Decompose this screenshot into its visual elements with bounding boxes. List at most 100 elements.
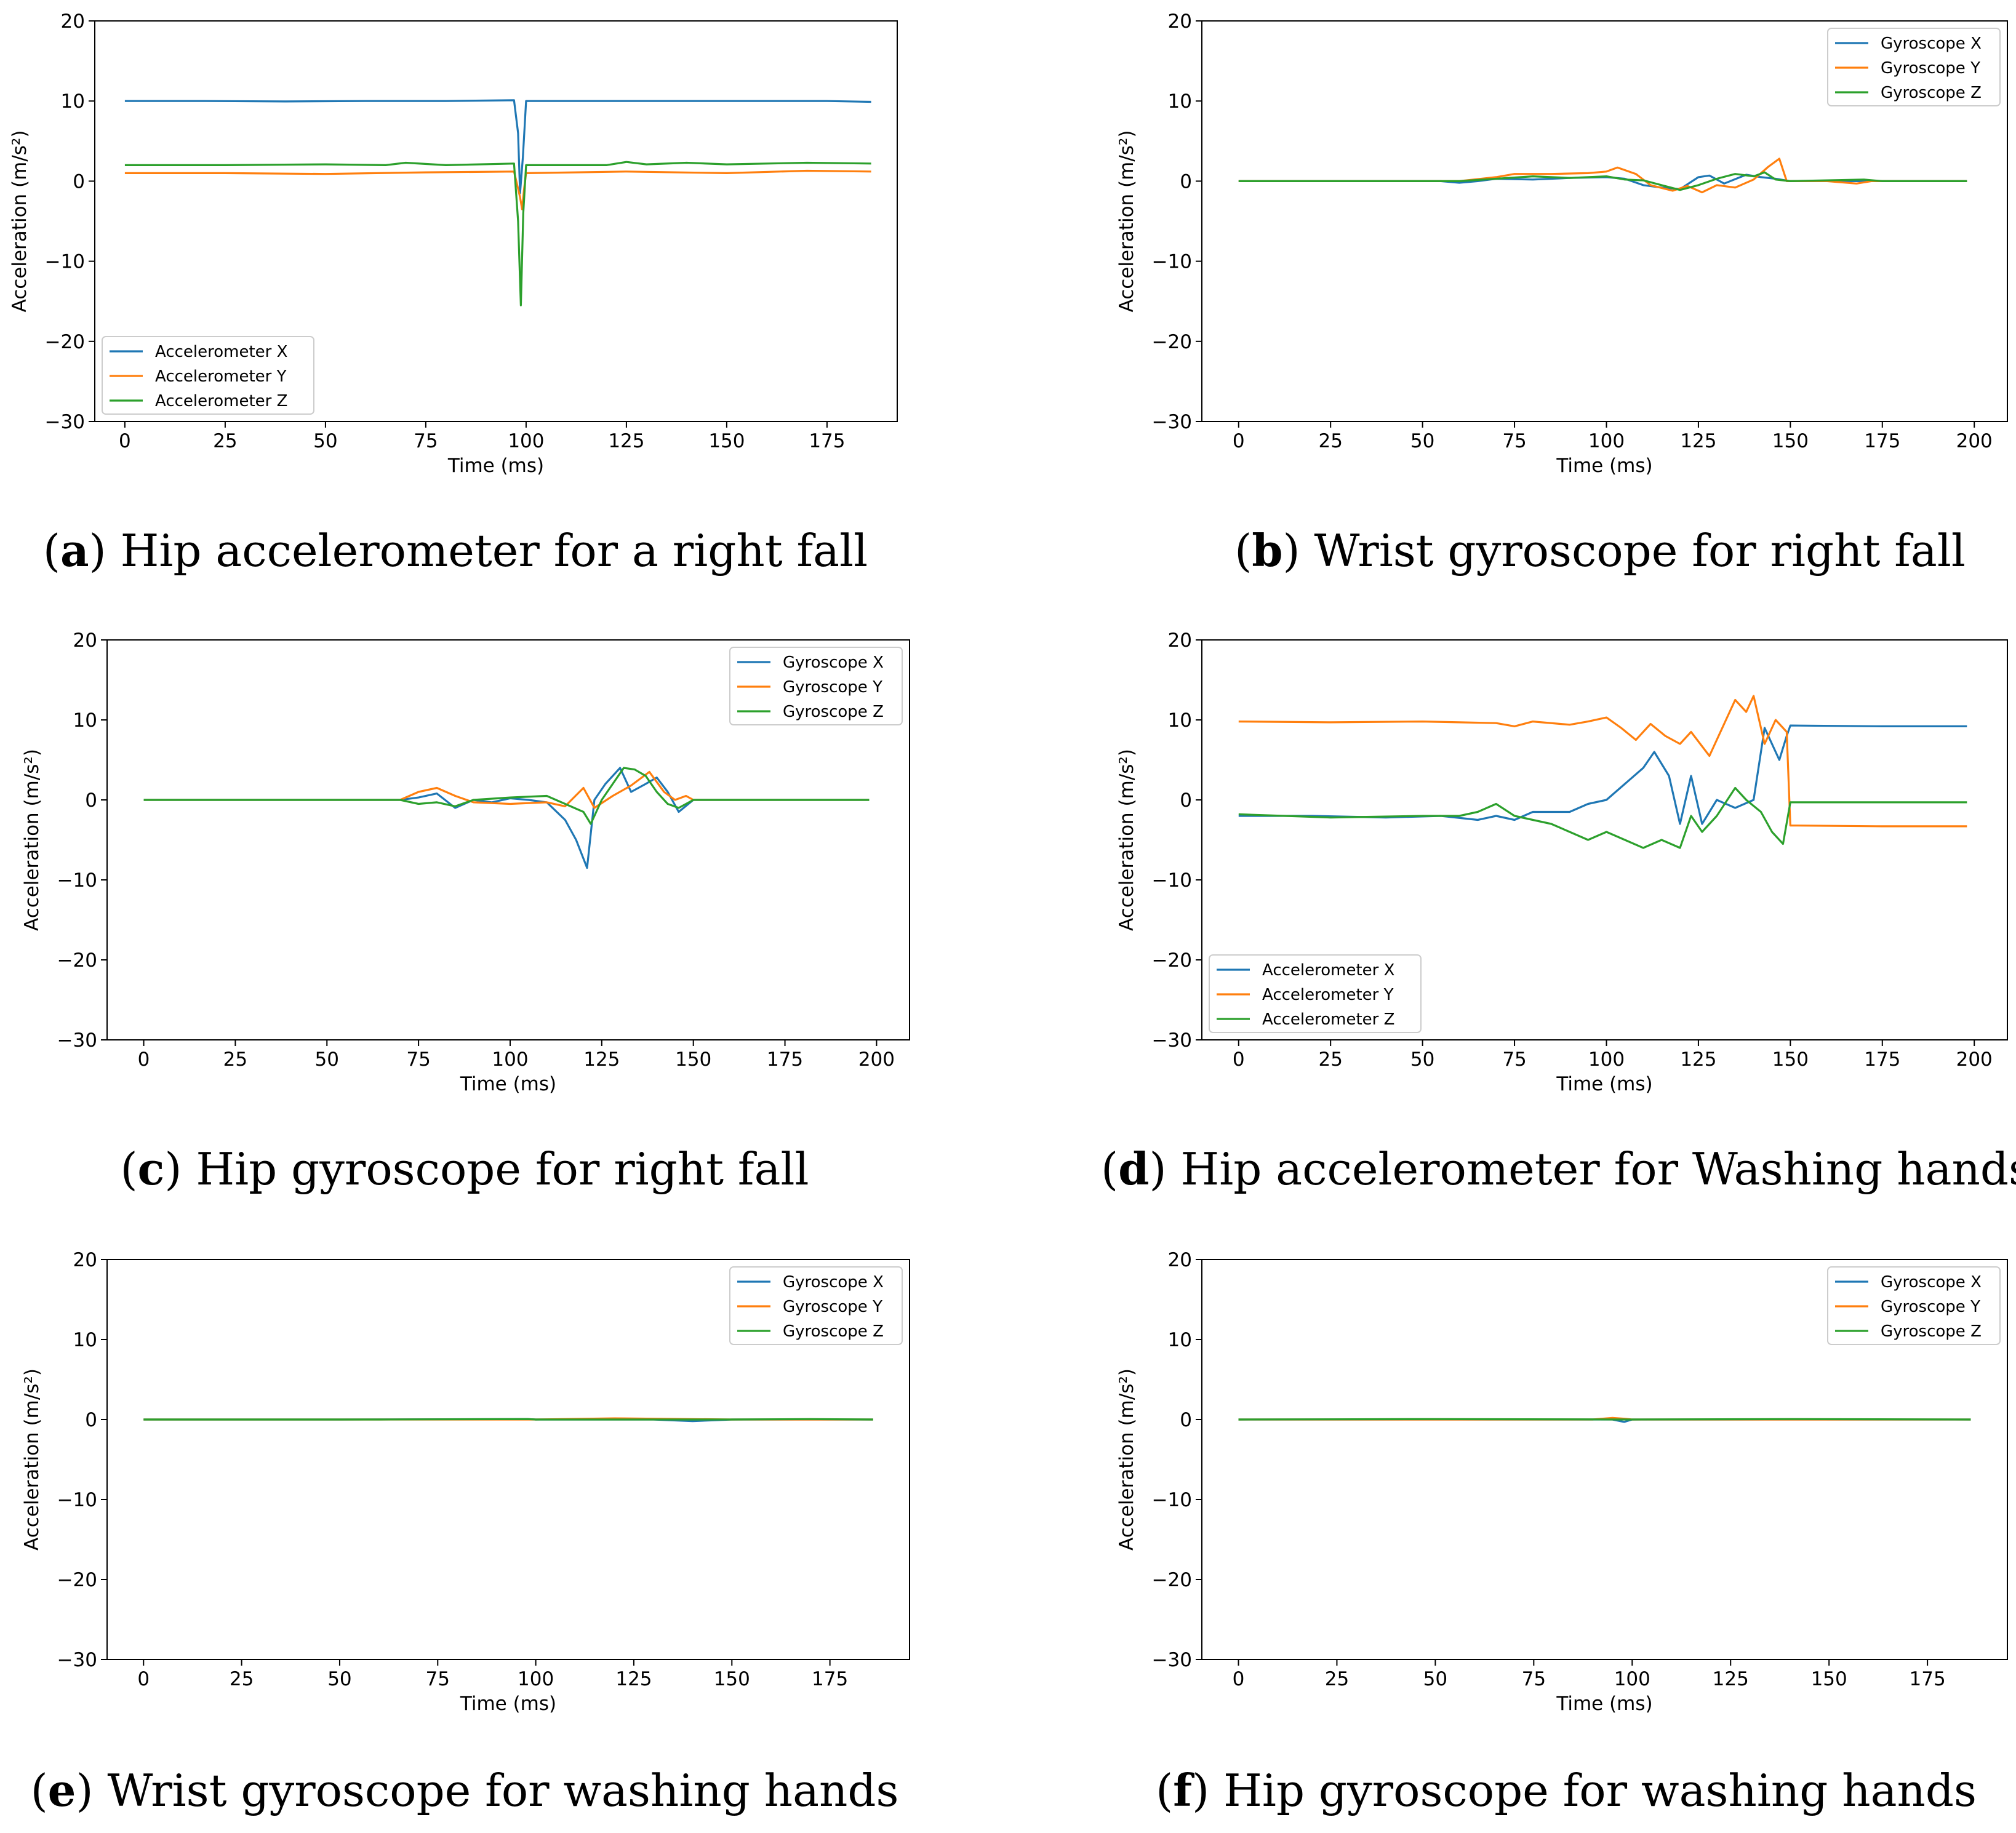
x-tick-label: 75 [414,430,438,452]
legend: Gyroscope X Gyroscope Y Gyroscope Z [1827,28,2001,106]
legend-label: Gyroscope Z [783,1322,884,1341]
series-line-gyroscope-z [143,767,870,825]
series-line-gyroscope-x [143,767,870,869]
legend-frame [1827,28,2001,106]
panel-f: 0 25 50 75 100 125 150 175 −30 −20 −10 0 10 20 Time (m… [1116,1249,2008,1816]
caption-open-paren: ( [43,525,60,577]
x-tick-label: 200 [1956,1048,1993,1071]
x-tick-label: 50 [313,430,337,452]
legend-label: Accelerometer Z [155,392,287,410]
legend-label: Accelerometer Y [155,367,287,386]
y-axis-label: Acceleration (m/s²) [9,130,31,313]
x-tick-label: 100 [1614,1668,1650,1690]
legend-label: Gyroscope Y [1881,59,1980,78]
x-tick-label: 150 [675,1048,711,1071]
x-tick-label: 25 [230,1668,254,1690]
panel-a: 0 25 50 75 100 125 150 175 −30 −20 −10 0 10 20 Time (m… [9,10,898,577]
y-tick-label: 0 [1180,170,1192,193]
x-tick-label: 125 [1680,1048,1716,1071]
legend: Gyroscope X Gyroscope Y Gyroscope Z [1827,1266,2001,1345]
y-tick-label: 10 [73,1329,97,1351]
caption-text: Hip gyroscope for right fall [196,1143,809,1195]
y-axis-label: Acceleration (m/s²) [1116,130,1138,313]
x-tick-label: 100 [1588,1048,1625,1071]
x-tick-label: 100 [518,1668,554,1690]
x-axis-label: Time (ms) [1556,1073,1652,1095]
y-tick-label: −10 [1152,251,1192,273]
x-tick-label: 175 [809,430,845,452]
series-line-accelerometer-y [1238,695,1967,828]
y-tick-label: 0 [1180,789,1192,812]
panel-caption: (e) Wrist gyroscope for washing hands [31,1764,899,1816]
x-tick-label: 175 [1864,1048,1900,1071]
legend-label: Gyroscope X [1881,34,1982,53]
y-tick-label: 10 [1168,1329,1192,1351]
y-tick-label: 0 [85,789,97,812]
x-tick-label: 150 [1772,430,1809,452]
caption-close-paren: ) [1192,1765,1223,1816]
caption-letter: b [1252,524,1282,577]
legend-label: Gyroscope Z [1881,1322,1982,1341]
x-axis-label: Time (ms) [1556,455,1652,477]
legend-label: Gyroscope Y [783,678,882,697]
legend-frame [102,336,314,415]
caption-text: Hip gyroscope for washing hands [1223,1765,1977,1816]
y-tick-label: −20 [1152,949,1192,972]
panel-caption: (b) Wrist gyroscope for right fall [1234,524,1966,577]
panel-caption: (d) Hip accelerometer for Washing hands [1101,1143,2016,1195]
x-tick-label: 25 [213,430,237,452]
caption-close-paren: ) [76,1765,107,1816]
caption-open-paren: ( [120,1143,137,1195]
y-tick-label: −30 [1152,411,1192,433]
y-tick-label: −30 [57,1649,97,1671]
legend: Accelerometer X Accelerometer Y Accelerome… [1209,954,1422,1033]
x-tick-label: 175 [767,1048,803,1071]
panel-caption: (c) Hip gyroscope for right fall [120,1143,809,1195]
legend-frame [729,647,903,725]
y-tick-label: −30 [1152,1029,1192,1052]
x-tick-label: 50 [327,1668,351,1690]
series-line-gyroscope-z [143,1418,873,1421]
x-tick-label: 0 [137,1668,150,1690]
y-tick-label: 0 [85,1409,97,1431]
y-tick-label: 0 [1180,1409,1192,1431]
caption-open-paren: ( [31,1765,48,1816]
x-tick-label: 125 [583,1048,620,1071]
y-axis-label: Acceleration (m/s²) [1116,1368,1138,1551]
y-tick-label: −20 [57,949,97,972]
x-tick-label: 100 [492,1048,528,1071]
x-tick-label: 200 [858,1048,895,1071]
legend-label: Accelerometer Z [1262,1010,1394,1029]
y-tick-label: 10 [61,90,85,113]
series-line-accelerometer-z [1238,786,1967,849]
caption-text: Wrist gyroscope for right fall [1314,525,1966,577]
x-tick-label: 50 [315,1048,339,1071]
panel-e: 0 25 50 75 100 125 150 175 −30 −20 −10 0 10 20 Time (m… [21,1249,910,1816]
x-axis-label: Time (ms) [447,455,544,477]
x-tick-label: 150 [714,1668,750,1690]
y-tick-label: −20 [1152,331,1192,353]
x-tick-label: 125 [1713,1668,1749,1690]
y-tick-label: −10 [1152,869,1192,892]
x-tick-label: 25 [1318,430,1342,452]
legend-label: Gyroscope Z [783,703,884,721]
caption-close-paren: ) [1149,1143,1180,1195]
legend-label: Gyroscope X [1881,1273,1982,1292]
y-tick-label: 20 [1168,1249,1192,1271]
caption-open-paren: ( [1101,1143,1118,1195]
series-line-accelerometer-y [124,169,871,210]
caption-text: Hip accelerometer for a right fall [121,525,868,577]
series-line-gyroscope-z [1238,1418,1971,1421]
y-axis-label: Acceleration (m/s²) [21,749,43,931]
caption-letter: f [1173,1764,1194,1816]
y-tick-label: −20 [1152,1569,1192,1591]
legend-label: Gyroscope Z [1881,84,1982,102]
caption-close-paren: ) [89,525,121,577]
y-tick-label: −30 [1152,1649,1192,1671]
x-tick-label: 50 [1410,1048,1434,1071]
x-tick-label: 0 [138,1048,150,1071]
caption-text: Hip accelerometer for Washing hands [1180,1143,2016,1195]
x-axis-label: Time (ms) [1556,1693,1652,1715]
legend-frame [1209,954,1422,1033]
y-tick-label: 20 [73,629,97,652]
